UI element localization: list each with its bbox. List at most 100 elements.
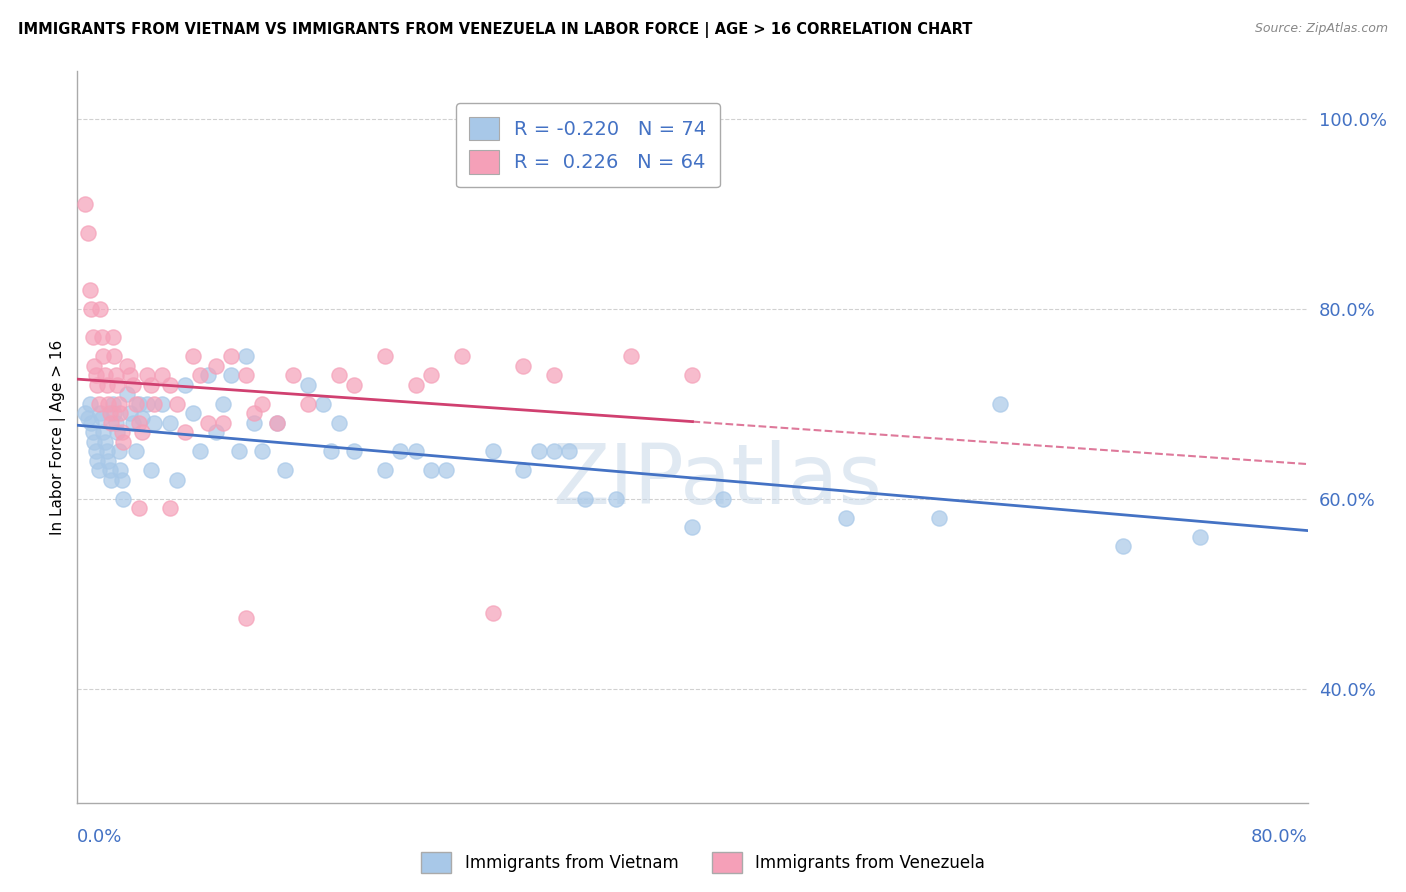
Point — [297, 397, 319, 411]
Y-axis label: In Labor Force | Age > 16: In Labor Force | Age > 16 — [51, 340, 66, 534]
Point — [159, 501, 181, 516]
Point — [80, 301, 103, 316]
Point — [115, 387, 138, 401]
Point — [159, 377, 181, 392]
Point — [105, 425, 128, 440]
Point — [86, 454, 108, 468]
Point — [250, 397, 273, 411]
Point — [1188, 530, 1211, 544]
Point — [118, 406, 141, 420]
Point — [219, 349, 242, 363]
Point — [141, 463, 163, 477]
Point — [150, 368, 173, 383]
Point — [135, 397, 157, 411]
Point — [420, 368, 443, 383]
Point — [128, 501, 150, 516]
Point — [98, 463, 121, 477]
Point — [108, 444, 131, 458]
Point — [389, 444, 412, 458]
Point — [166, 397, 188, 411]
Point — [84, 368, 107, 383]
Point — [141, 377, 163, 392]
Point — [84, 444, 107, 458]
Point — [297, 377, 319, 392]
Point — [188, 444, 212, 458]
Point — [343, 377, 366, 392]
Text: 0.0%: 0.0% — [77, 828, 122, 846]
Point — [243, 416, 266, 430]
Text: ZIPatlas: ZIPatlas — [553, 441, 882, 522]
Point — [73, 197, 96, 211]
Point — [711, 491, 734, 506]
Point — [125, 444, 148, 458]
Point — [87, 463, 110, 477]
Point — [682, 520, 704, 534]
Point — [143, 397, 166, 411]
Point — [235, 368, 257, 383]
Point — [79, 283, 101, 297]
Point — [527, 444, 550, 458]
Point — [928, 511, 950, 525]
Point — [266, 416, 288, 430]
Point — [86, 377, 108, 392]
Point — [328, 368, 350, 383]
Point — [543, 368, 565, 383]
Point — [235, 349, 257, 363]
Point — [166, 473, 188, 487]
Point — [105, 377, 128, 392]
Point — [159, 416, 181, 430]
Point — [1112, 539, 1135, 553]
Point — [481, 444, 503, 458]
Point — [82, 425, 104, 440]
Point — [89, 406, 111, 420]
Text: 80.0%: 80.0% — [1251, 828, 1308, 846]
Text: Source: ZipAtlas.com: Source: ZipAtlas.com — [1254, 22, 1388, 36]
Point — [204, 425, 226, 440]
Point — [80, 416, 103, 430]
Point — [128, 416, 150, 430]
Point — [319, 444, 342, 458]
Point — [135, 368, 157, 383]
Point — [131, 411, 153, 425]
Point — [101, 397, 124, 411]
Point — [197, 416, 219, 430]
Point — [93, 425, 115, 440]
Point — [87, 397, 110, 411]
Point — [121, 416, 143, 430]
Legend: R = -0.220   N = 74, R =  0.226   N = 64: R = -0.220 N = 74, R = 0.226 N = 64 — [456, 103, 720, 187]
Point — [266, 416, 288, 430]
Point — [89, 301, 111, 316]
Point — [620, 349, 643, 363]
Point — [121, 377, 143, 392]
Point — [243, 406, 266, 420]
Point — [94, 434, 117, 449]
Point — [103, 349, 125, 363]
Point — [405, 377, 427, 392]
Point — [558, 444, 581, 458]
Point — [118, 368, 141, 383]
Point — [374, 349, 396, 363]
Point — [108, 397, 131, 411]
Point — [274, 463, 297, 477]
Point — [94, 368, 117, 383]
Point — [104, 416, 127, 430]
Point — [82, 330, 104, 344]
Point — [100, 416, 122, 430]
Point — [312, 397, 335, 411]
Point — [100, 473, 122, 487]
Point — [77, 226, 100, 240]
Point — [181, 349, 204, 363]
Point — [112, 491, 135, 506]
Point — [90, 330, 114, 344]
Point — [197, 368, 219, 383]
Point — [143, 416, 166, 430]
Point — [98, 406, 121, 420]
Point — [83, 359, 105, 373]
Point — [174, 425, 197, 440]
Point — [96, 444, 118, 458]
Point — [212, 416, 235, 430]
Point — [374, 463, 396, 477]
Point — [125, 397, 148, 411]
Point — [97, 397, 120, 411]
Point — [128, 397, 150, 411]
